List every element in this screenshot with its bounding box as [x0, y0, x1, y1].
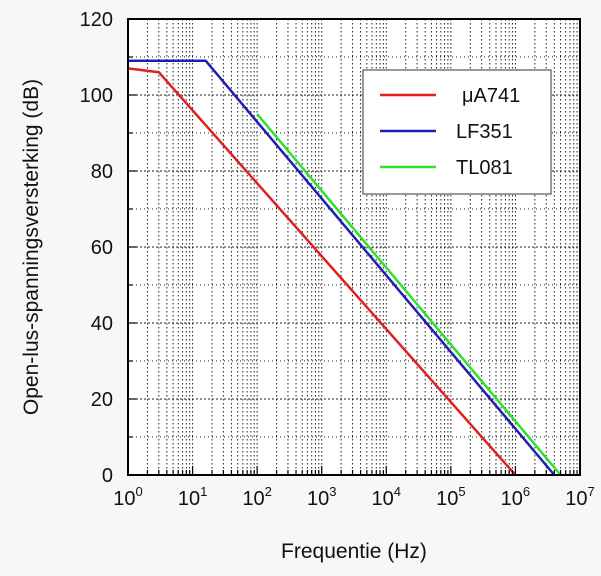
x-tick-label: 100 [113, 484, 142, 510]
series-line-lf351 [128, 59, 556, 476]
series-line-a741 [127, 67, 517, 476]
y-tick-labels: 0 20 40 60 80 100 120 [80, 9, 113, 487]
x-tick-label: 103 [307, 484, 336, 510]
y-tick-label: 100 [80, 85, 113, 107]
x-tick-label: 107 [565, 484, 594, 510]
legend: μA741 LF351 TL081 [362, 69, 552, 195]
legend-label-tl081: TL081 [456, 157, 513, 179]
y-axis-title: Open-lus-spanningsversterking (dB) [20, 79, 43, 415]
legend-label-lf351: LF351 [456, 121, 513, 143]
legend-label-ua741: μA741 [462, 85, 520, 107]
tick-marks [128, 18, 578, 476]
series-lines [127, 59, 562, 476]
x-tick-label: 105 [436, 484, 465, 510]
y-tick-label: 60 [91, 237, 113, 259]
y-tick-label: 20 [91, 389, 113, 411]
y-tick-label: 0 [102, 465, 113, 487]
grid [128, 19, 580, 475]
y-tick-label: 40 [91, 313, 113, 335]
x-tick-label: 101 [178, 484, 207, 510]
y-tick-label: 120 [80, 9, 113, 31]
series-line-tl081 [256, 113, 562, 476]
x-tick-label: 102 [242, 484, 271, 510]
x-axis-title: Frequentie (Hz) [281, 540, 427, 563]
y-tick-label: 80 [91, 161, 113, 183]
x-tick-label: 104 [372, 484, 401, 510]
x-tick-labels: 100 101 102 103 104 105 106 107 [113, 484, 594, 510]
x-tick-label: 106 [501, 484, 530, 510]
